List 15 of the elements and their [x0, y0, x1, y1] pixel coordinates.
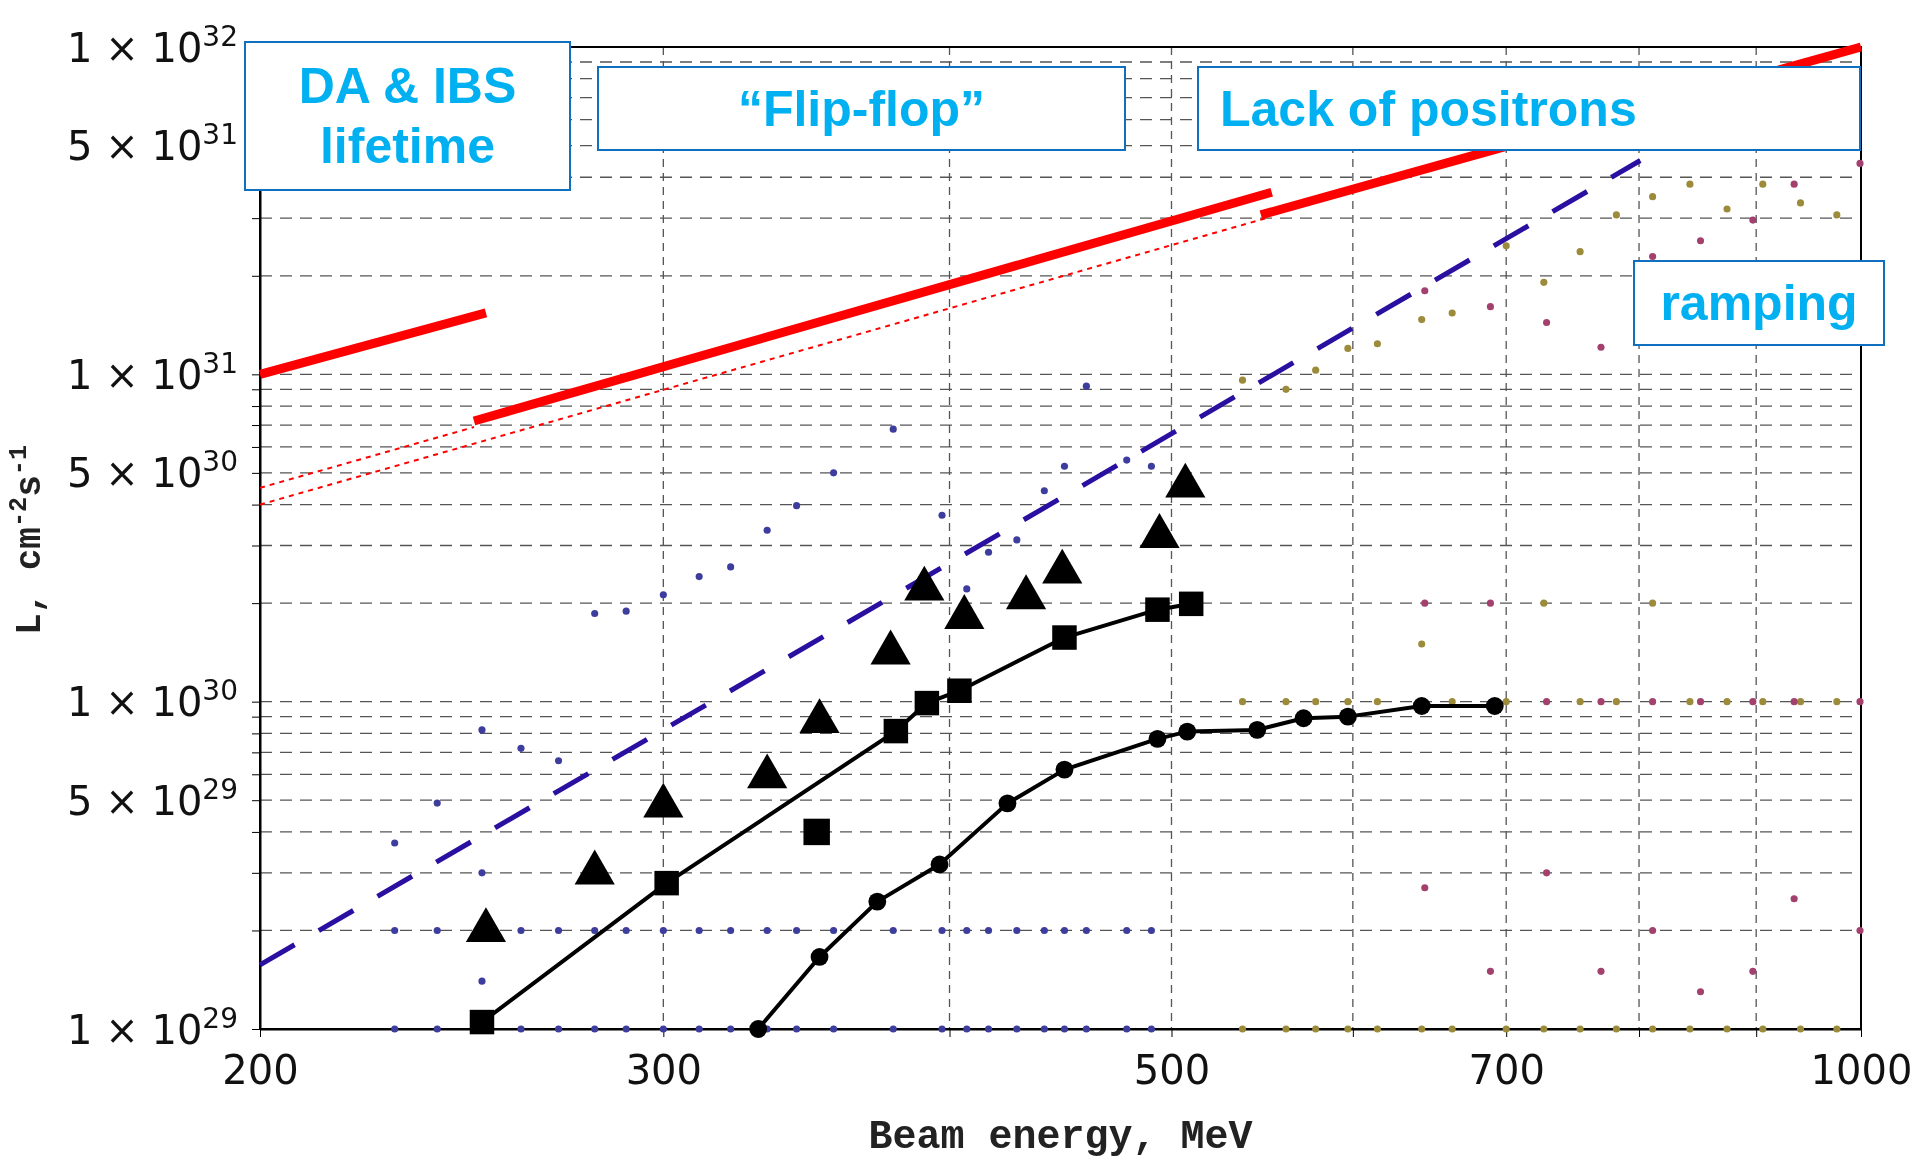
y-tick-label: 5 × 10$^{29}$ — [67, 772, 238, 824]
y-tick-label: 5 × 10$^{30}$ — [67, 444, 238, 497]
annotation: Lack of positrons — [1220, 80, 1637, 137]
y-tick-label: 1 × 10$^{31}$ — [67, 346, 238, 398]
x-axis-title: Beam energy, MeV — [868, 1115, 1253, 1160]
annotation: ramping — [1660, 275, 1858, 331]
y-tick-label: 1 × 10$^{32}$ — [67, 19, 238, 71]
annotation: DA & IBS lifetime — [298, 58, 517, 174]
annotation: “Flip-flop” — [737, 80, 986, 137]
y-tick-label: 1 × 10$^{30}$ — [67, 673, 238, 726]
y-tick-label: 5 × 10$^{31}$ — [67, 117, 238, 170]
x-tick-label: 300 — [625, 1047, 703, 1093]
x-tick-label: 700 — [1468, 1047, 1545, 1093]
x-tick-label: 1000 — [1810, 1047, 1913, 1093]
x-tick-label: 500 — [1133, 1047, 1211, 1093]
